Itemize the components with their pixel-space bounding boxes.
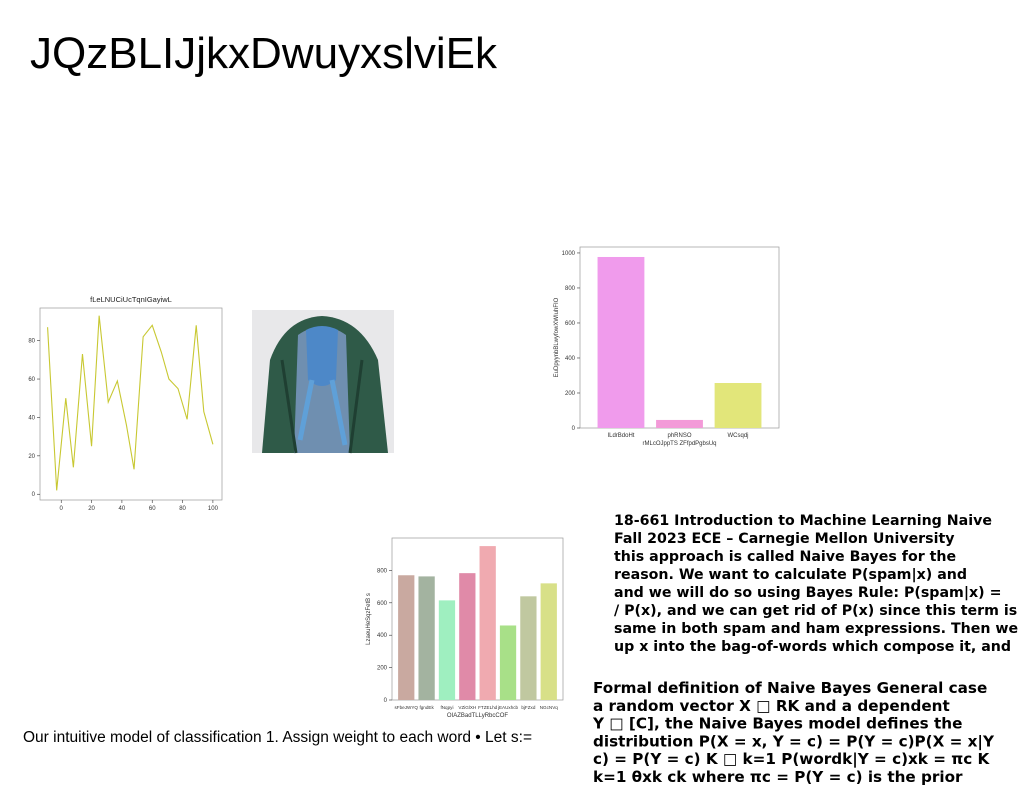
text-line: and we will do so using Bayes Rule: P(sp… [614, 585, 1001, 601]
bar [438, 600, 456, 700]
data-line [47, 315, 214, 491]
text-line: up x into the bag-of-words which compose… [614, 639, 1011, 655]
y-tick-label: 80 [28, 339, 35, 345]
text-line: reason. We want to calculate P(spam|x) a… [614, 567, 967, 583]
y-tick-label: 0 [384, 698, 388, 704]
x-axis-label: OIAZBadTLLyRbcCOF [447, 713, 508, 719]
bar [479, 546, 496, 700]
text-line: same in both spam and ham expressions. T… [614, 621, 1018, 637]
bar [459, 573, 476, 700]
x-tick-label: bjFZxd [521, 705, 535, 710]
bar [398, 575, 415, 700]
y-axis-label: EuDpyynbBLwyfowXWIuhFIO [554, 297, 560, 377]
bar [520, 596, 537, 700]
chart-title: fLeLNUCiUcTqnIGayiwL [90, 295, 172, 304]
bar [656, 419, 703, 428]
x-tick-label: 40 [119, 506, 126, 512]
text-line: a random vector X □ RK and a dependent [593, 697, 950, 715]
y-tick-label: 60 [28, 377, 35, 383]
x-tick-label: 20 [88, 506, 95, 512]
x-tick-label: FTZELhd [478, 705, 498, 710]
y-tick-label: 40 [28, 415, 35, 421]
plot-frame [39, 307, 223, 501]
x-tick-label: fgndEk [419, 705, 434, 710]
caption: Our intuitive model of classification 1.… [23, 729, 532, 746]
text-line: this approach is called Naive Bayes for … [614, 549, 956, 565]
x-tick-label: sFbeJWYQ [395, 705, 419, 710]
y-tick-label: 200 [377, 666, 388, 672]
text-line: Fall 2023 ECE – Carnegie Mellon Universi… [614, 531, 955, 547]
y-tick-label: 20 [28, 454, 35, 460]
x-axis-label: rMLcOJppTS ZFfpdPgbsUq [642, 441, 716, 447]
bar [714, 383, 762, 428]
x-tick-label: 60 [149, 506, 156, 512]
x-tick-label: 100 [208, 506, 219, 512]
text-line: Y □ [C], the Naive Bayes model defines t… [592, 715, 962, 733]
x-tick-label: fNqpyi [440, 705, 453, 710]
text-line: distribution P(X = x, Y = c) = P(Y = c)P… [593, 732, 995, 751]
bar [418, 576, 435, 700]
text-line: k=1 θxk ck where πc = P(Y = c) is the pr… [593, 768, 963, 786]
x-tick-label: WCsqdj [728, 433, 749, 439]
x-tick-label: NGcNVq [540, 705, 559, 710]
x-tick-label: jEAUxhcb [497, 705, 519, 710]
x-tick-label: 80 [179, 506, 186, 512]
x-tick-label: VZiGlXH [458, 705, 476, 710]
plot-frame [391, 537, 564, 701]
bar [499, 625, 517, 700]
text-line: c) = P(Y = c) K □ k=1 P(wordk|Y = c)xk =… [593, 750, 991, 769]
y-tick-label: 400 [565, 356, 576, 362]
y-tick-label: 400 [377, 633, 388, 639]
y-tick-label: 800 [377, 568, 388, 574]
y-tick-label: 0 [32, 492, 36, 498]
x-tick-label: ILdrBdoHt [607, 433, 634, 439]
slide-title: JQzBLIJjkxDwuyxslviEk [30, 29, 498, 78]
y-tick-label: 600 [377, 601, 388, 607]
text-line: 18-661 Introduction to Machine Learning … [614, 513, 992, 529]
y-tick-label: 0 [572, 426, 576, 432]
y-tick-label: 1000 [562, 251, 576, 257]
y-axis-label: LzaeuHeSqzFetB s [366, 593, 372, 645]
y-tick-label: 600 [565, 321, 576, 327]
x-tick-label: phRNSO [667, 433, 691, 439]
bar [597, 256, 645, 428]
x-tick-label: 0 [60, 506, 64, 512]
y-tick-label: 800 [565, 286, 576, 292]
y-tick-label: 200 [565, 391, 576, 397]
photo [252, 310, 394, 454]
text-line: Formal definition of Naive Bayes General… [593, 679, 987, 697]
bar [540, 583, 557, 700]
text-line: / P(x), and we can get rid of P(x) since… [614, 603, 1017, 619]
